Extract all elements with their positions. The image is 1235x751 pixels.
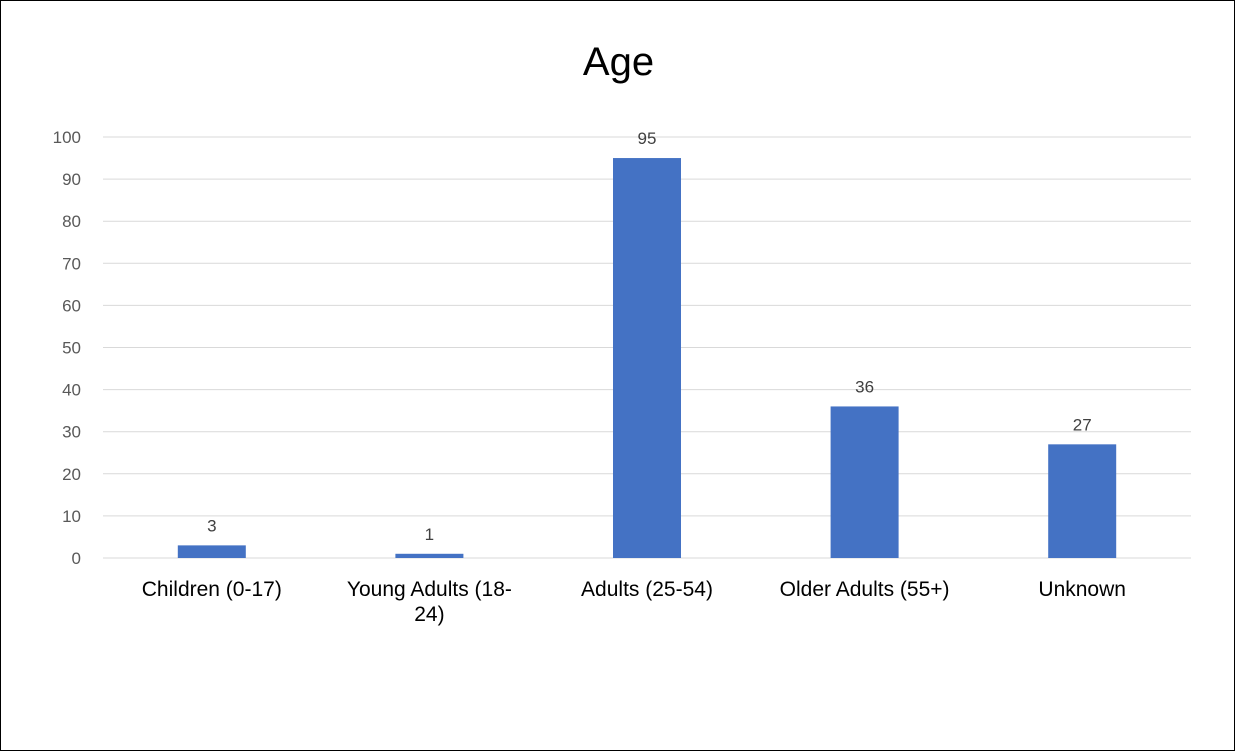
category-label: Adults (25-54) (581, 578, 713, 601)
bar (830, 406, 899, 558)
data-label: 27 (1073, 415, 1092, 434)
x-axis-categories: Children (0-17) Young Adults (18-24) Adult… (142, 578, 1126, 626)
category-label: Unknown (1038, 578, 1126, 601)
y-tick-label: 40 (62, 381, 81, 400)
y-tick-label: 20 (62, 465, 81, 484)
category-label: Children (0-17) (142, 578, 282, 601)
y-tick-label: 100 (53, 128, 81, 147)
data-label: 95 (638, 129, 657, 148)
bar (177, 545, 246, 558)
category-label: 24) (414, 603, 444, 626)
y-tick-label: 50 (62, 339, 81, 358)
y-tick-label: 70 (62, 254, 81, 273)
chart-title: Age (582, 40, 655, 84)
y-tick-label: 30 (62, 423, 81, 442)
bar (395, 553, 464, 558)
bars (177, 158, 1117, 559)
data-labels: 3 1 95 36 27 (207, 129, 1092, 544)
data-label: 3 (207, 516, 216, 535)
y-tick-label: 10 (62, 507, 81, 526)
data-label: 1 (425, 525, 434, 544)
y-axis-ticks: 0 10 20 30 40 50 60 70 80 90 100 (53, 128, 81, 568)
bar (613, 158, 681, 559)
y-tick-label: 80 (62, 212, 81, 231)
y-tick-label: 90 (62, 170, 81, 189)
y-tick-label: 0 (72, 549, 81, 568)
y-tick-label: 60 (62, 296, 81, 315)
category-label: Young Adults (18- (347, 578, 512, 601)
bar (1048, 444, 1117, 558)
category-label: Older Adults (55+) (780, 578, 950, 601)
data-label: 36 (855, 377, 874, 396)
